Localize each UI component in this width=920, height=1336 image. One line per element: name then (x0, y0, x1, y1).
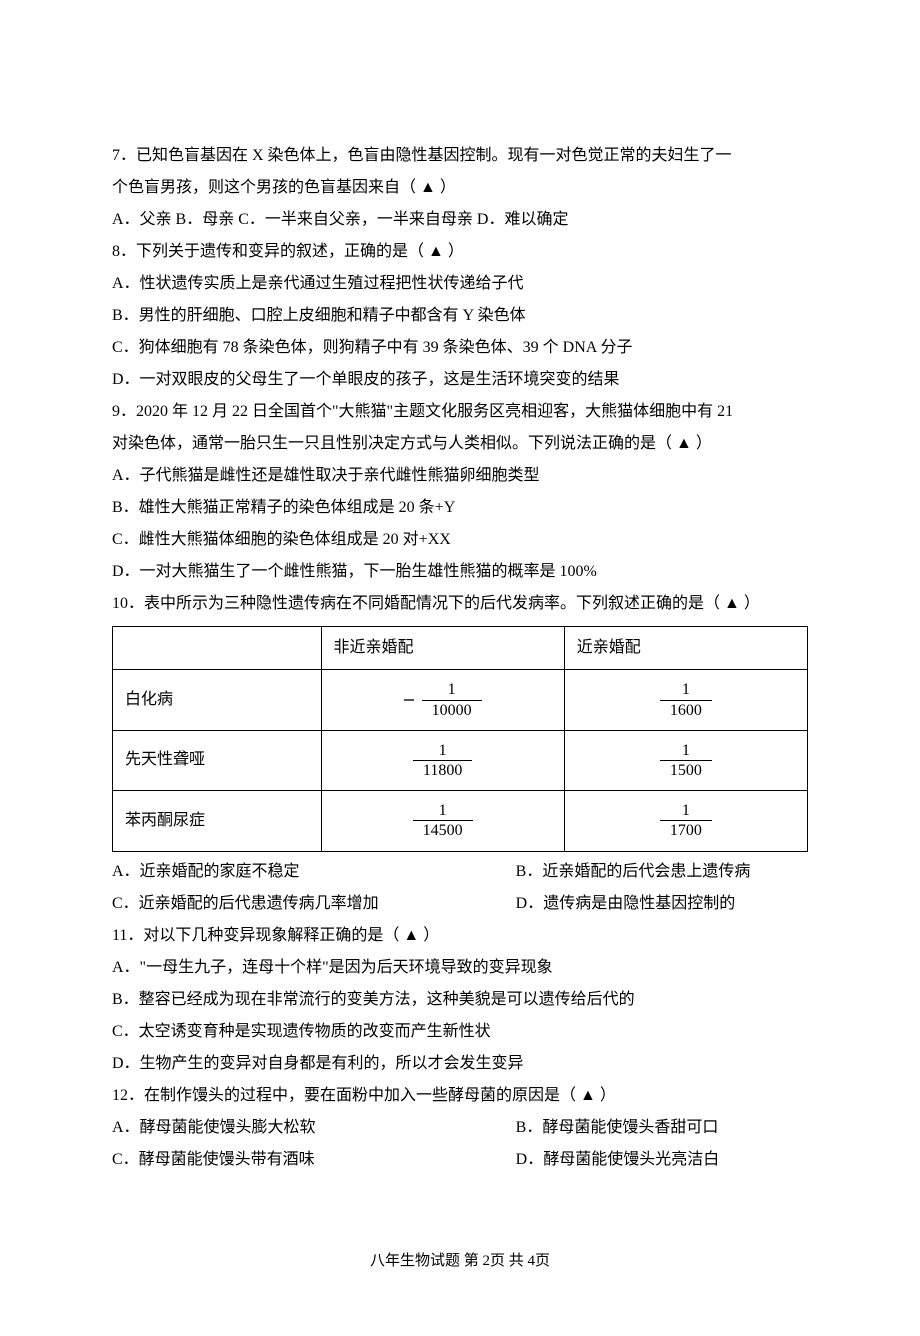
fraction-numerator: 1 (413, 801, 473, 821)
q9-option-c: C．雌性大熊猫体细胞的染色体组成是 20 对+XX (112, 524, 808, 556)
fraction-denominator: 11800 (413, 761, 472, 780)
fraction-numerator: 1 (660, 801, 712, 821)
table-cell-fraction: 1 1700 (564, 791, 807, 851)
q7-stem-line1: 7．已知色盲基因在 X 染色体上，色盲由隐性基因控制。现有一对色觉正常的夫妇生了… (112, 140, 808, 172)
q10-option-b: B．近亲婚配的后代会患上遗传病 (516, 856, 808, 888)
q9-stem-line1: 9．2020 年 12 月 22 日全国首个"大熊猫"主题文化服务区亮相迎客，大… (112, 396, 808, 428)
q10-option-c: C．近亲婚配的后代患遗传病几率增加 (112, 888, 516, 920)
q8-option-a: A．性状遗传实质上是亲代通过生殖过程把性状传递给子代 (112, 268, 808, 300)
q8-option-d: D．一对双眼皮的父母生了一个单眼皮的孩子，这是生活环境突变的结果 (112, 364, 808, 396)
fraction: 1 1700 (660, 801, 712, 840)
page-footer: 八年生物试题 第 2页 共 4页 (112, 1246, 808, 1276)
q12-stem: 12．在制作馒头的过程中，要在面粉中加入一些酵母菌的原因是（ ▲ ） (112, 1080, 808, 1112)
fraction-denominator: 1500 (660, 761, 712, 780)
table-row: 先天性聋哑 1 11800 1 1500 (113, 730, 808, 790)
fraction: 1 14500 (413, 801, 473, 840)
q10-table: 非近亲婚配 近亲婚配 白化病 1 10000 1 1600 先天性聋哑 1 11… (112, 626, 808, 852)
table-cell-fraction: 1 14500 (321, 791, 564, 851)
q12-option-b: B．酵母菌能使馒头香甜可口 (516, 1112, 808, 1144)
q7-stem-line2: 个色盲男孩，则这个男孩的色盲基因来自（ ▲ ） (112, 172, 808, 204)
q12-option-a: A．酵母菌能使馒头膨大松软 (112, 1112, 516, 1144)
q8-stem: 8．下列关于遗传和变异的叙述，正确的是（ ▲ ） (112, 236, 808, 268)
q12-option-c: C．酵母菌能使馒头带有酒味 (112, 1144, 516, 1176)
fraction-denominator: 1700 (660, 821, 712, 840)
q10-stem: 10．表中所示为三种隐性遗传病在不同婚配情况下的后代发病率。下列叙述正确的是（ … (112, 588, 808, 620)
q11-option-d: D．生物产生的变异对自身都是有利的，所以才会发生变异 (112, 1048, 808, 1080)
bullet-mark (404, 699, 414, 701)
fraction: 1 1600 (660, 680, 712, 719)
fraction: 1 11800 (413, 741, 472, 780)
fraction-numerator: 1 (660, 680, 712, 700)
table-cell-fraction: 1 1500 (564, 730, 807, 790)
table-header-blank (113, 627, 322, 670)
table-disease-label: 苯丙酮尿症 (113, 791, 322, 851)
q8-option-c: C．狗体细胞有 78 条染色体，则狗精子中有 39 条染色体、39 个 DNA … (112, 332, 808, 364)
table-header-close: 近亲婚配 (564, 627, 807, 670)
fraction-numerator: 1 (660, 741, 712, 761)
q12-option-d: D．酵母菌能使馒头光亮洁白 (516, 1144, 808, 1176)
q11-option-a: A．"一母生九子，连母十个样"是因为后天环境导致的变异现象 (112, 952, 808, 984)
q11-option-c: C．太空诱变育种是实现遗传物质的改变而产生新性状 (112, 1016, 808, 1048)
fraction-numerator: 1 (422, 680, 482, 700)
q10-options: A．近亲婚配的家庭不稳定 B．近亲婚配的后代会患上遗传病 C．近亲婚配的后代患遗… (112, 856, 808, 920)
fraction-denominator: 10000 (422, 701, 482, 720)
table-disease-label: 先天性聋哑 (113, 730, 322, 790)
table-cell-fraction: 1 11800 (321, 730, 564, 790)
q10-option-a: A．近亲婚配的家庭不稳定 (112, 856, 516, 888)
table-disease-label: 白化病 (113, 670, 322, 730)
fraction: 1 1500 (660, 741, 712, 780)
q12-options: A．酵母菌能使馒头膨大松软 B．酵母菌能使馒头香甜可口 C．酵母菌能使馒头带有酒… (112, 1112, 808, 1176)
fraction-denominator: 1600 (660, 701, 712, 720)
table-row: 苯丙酮尿症 1 14500 1 1700 (113, 791, 808, 851)
q9-stem-line2: 对染色体，通常一胎只生一只且性别决定方式与人类相似。下列说法正确的是（ ▲ ） (112, 428, 808, 460)
q11-stem: 11．对以下几种变异现象解释正确的是（ ▲ ） (112, 920, 808, 952)
q7-options: A．父亲 B．母亲 C．一半来自父亲，一半来自母亲 D．难以确定 (112, 204, 808, 236)
table-row: 白化病 1 10000 1 1600 (113, 670, 808, 730)
q11-option-b: B．整容已经成为现在非常流行的变美方法，这种美貌是可以遗传给后代的 (112, 984, 808, 1016)
q9-option-a: A．子代熊猫是雌性还是雄性取决于亲代雌性熊猫卵细胞类型 (112, 460, 808, 492)
fraction: 1 10000 (422, 680, 482, 719)
fraction-numerator: 1 (413, 741, 472, 761)
q10-option-d: D．遗传病是由隐性基因控制的 (516, 888, 808, 920)
q8-option-b: B．男性的肝细胞、口腔上皮细胞和精子中都含有 Y 染色体 (112, 300, 808, 332)
table-header-non: 非近亲婚配 (321, 627, 564, 670)
table-cell-fraction: 1 1600 (564, 670, 807, 730)
table-header-row: 非近亲婚配 近亲婚配 (113, 627, 808, 670)
q9-option-d: D．一对大熊猫生了一个雌性熊猫，下一胎生雄性熊猫的概率是 100% (112, 556, 808, 588)
table-cell-fraction: 1 10000 (321, 670, 564, 730)
q9-option-b: B．雄性大熊猫正常精子的染色体组成是 20 条+Y (112, 492, 808, 524)
fraction-denominator: 14500 (413, 821, 473, 840)
